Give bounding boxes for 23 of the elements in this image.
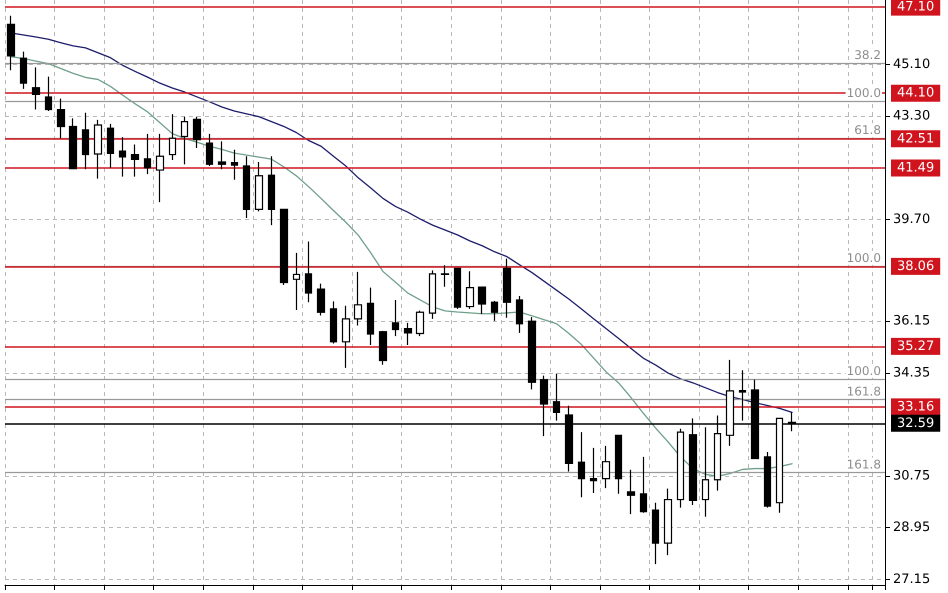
annotation: 100.0 bbox=[846, 86, 882, 100]
y-tick-label: 43.30 bbox=[893, 108, 930, 124]
annotation: 161.8 bbox=[846, 384, 882, 398]
y-tick-label: 28.95 bbox=[893, 520, 930, 536]
ref-line-label: 35.27 bbox=[897, 338, 934, 354]
ref-line-label: 44.10 bbox=[897, 86, 934, 101]
ref-line-label: 41.49 bbox=[897, 160, 934, 176]
annotation: 161.8 bbox=[846, 458, 882, 472]
y-tick-label: 39.70 bbox=[893, 212, 930, 227]
ref-line-label: 38.06 bbox=[897, 258, 934, 274]
y-tick-label: 27.15 bbox=[893, 572, 930, 587]
y-tick-label: 45.10 bbox=[893, 57, 930, 72]
annotation: 100.0 bbox=[846, 364, 882, 378]
ref-line-label: 42.51 bbox=[897, 131, 934, 146]
annotation: 100.0 bbox=[846, 250, 882, 265]
ref-line-label: 47.10 bbox=[897, 0, 934, 15]
y-tick-label: 36.15 bbox=[893, 314, 930, 329]
annotation: 38.2 bbox=[854, 48, 881, 62]
y-tick-label: 30.75 bbox=[893, 468, 930, 484]
ref-line-label: 33.16 bbox=[897, 399, 934, 414]
y-tick-label: 34.35 bbox=[893, 365, 930, 380]
annotation: 61.8 bbox=[854, 123, 881, 138]
ref-line-label: 32.59 bbox=[897, 416, 934, 431]
